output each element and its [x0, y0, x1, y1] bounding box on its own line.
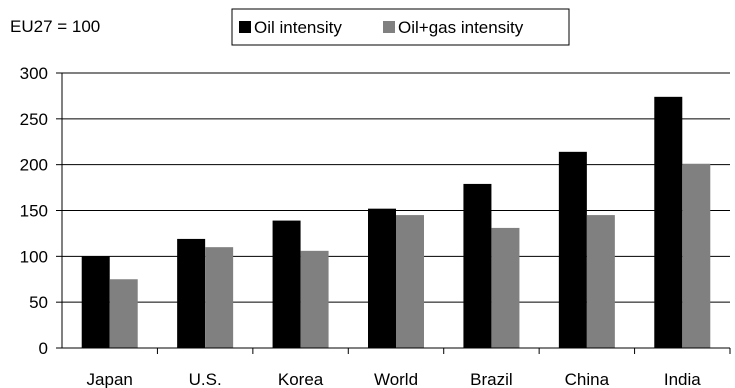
x-tick-label: U.S.	[189, 370, 222, 388]
y-tick-label: 50	[29, 293, 48, 312]
y-axis-tick-labels: 0 50 100 150 200 250 300	[20, 64, 48, 358]
bar-japan-oil-intensity	[81, 256, 110, 348]
bar-brazil-oil-intensity	[463, 183, 492, 348]
y-tick-label: 200	[20, 156, 48, 175]
bar-japan-oil-gas-intensity	[109, 279, 138, 348]
bar-china-oil-gas-intensity	[586, 215, 615, 348]
y-tick-label: 150	[20, 202, 48, 221]
x-tick-label: Brazil	[470, 370, 513, 388]
x-tick-label: China	[565, 370, 610, 388]
x-axis-tick-labels: Japan U.S. Korea World Brazil China India	[87, 370, 702, 388]
legend-label-oil: Oil intensity	[254, 18, 342, 37]
bar-korea-oil-intensity	[272, 220, 301, 348]
bar-world-oil-intensity	[368, 208, 396, 348]
axes	[56, 72, 731, 354]
bars	[81, 96, 711, 348]
bar-brazil-oil-gas-intensity	[491, 227, 520, 348]
x-tick-label: World	[374, 370, 418, 388]
bar-world-oil-gas-intensity	[396, 215, 424, 348]
gridlines	[62, 72, 730, 303]
bar-u-s-oil-intensity	[177, 238, 206, 348]
y-tick-label: 300	[20, 64, 48, 83]
legend-box	[231, 8, 570, 46]
bar-india-oil-gas-intensity	[682, 163, 711, 348]
legend: Oil intensity Oil+gas intensity	[231, 8, 570, 46]
y-tick-label: 250	[20, 110, 48, 129]
x-tick-label: India	[664, 370, 701, 388]
y-tick-label: 0	[39, 339, 48, 358]
legend-swatch-oil-gas	[383, 21, 395, 33]
bar-china-oil-intensity	[558, 151, 587, 348]
bar-u-s-oil-gas-intensity	[205, 247, 234, 348]
legend-swatch-oil	[239, 21, 251, 33]
x-tick-label: Japan	[87, 370, 133, 388]
legend-label-oil-gas: Oil+gas intensity	[398, 18, 524, 37]
bar-india-oil-intensity	[654, 96, 683, 348]
chart-annotation: EU27 = 100	[10, 17, 100, 36]
bar-korea-oil-gas-intensity	[300, 250, 329, 348]
y-tick-label: 100	[20, 247, 48, 266]
x-tick-label: Korea	[278, 370, 324, 388]
